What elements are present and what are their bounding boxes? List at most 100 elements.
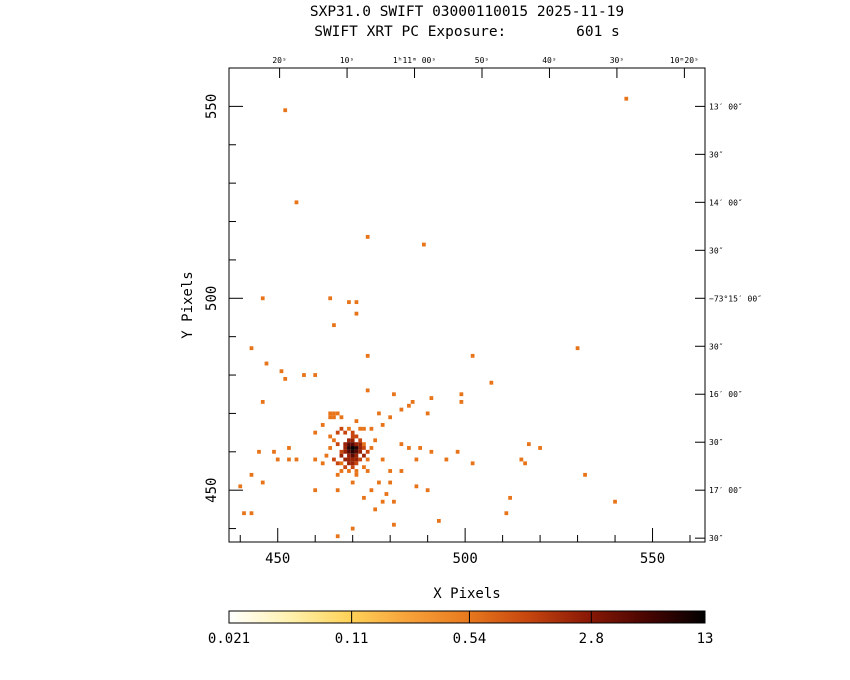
count-pixel bbox=[384, 492, 389, 496]
dec-tick-label: 14′ 00″ bbox=[709, 198, 743, 207]
count-pixel bbox=[350, 446, 355, 450]
count-pixel bbox=[335, 534, 340, 539]
count-pixel bbox=[538, 446, 542, 450]
count-pixel bbox=[260, 296, 265, 301]
count-pixel bbox=[399, 442, 404, 447]
y-tick-label: 450 bbox=[204, 478, 220, 503]
count-pixel bbox=[343, 442, 348, 447]
count-pixel bbox=[583, 472, 587, 477]
figure-title-line1: SXP31.0 SWIFT 03000110015 2025-11-19 bbox=[310, 4, 624, 20]
count-pixel bbox=[388, 415, 393, 420]
count-pixel bbox=[358, 438, 363, 443]
count-pixel bbox=[365, 388, 370, 393]
count-pixel bbox=[275, 457, 280, 462]
count-pixel bbox=[358, 449, 363, 454]
ra-tick-label: 10ᵐ20ˢ bbox=[670, 56, 699, 65]
count-pixel bbox=[470, 353, 475, 358]
colorbar-label: 0.021 bbox=[208, 631, 250, 647]
count-pixel bbox=[354, 449, 359, 454]
count-pixel bbox=[414, 457, 419, 462]
count-pixel bbox=[354, 469, 359, 473]
count-pixel bbox=[283, 108, 288, 113]
count-pixel bbox=[354, 446, 359, 450]
count-pixel bbox=[369, 446, 374, 450]
count-pixel bbox=[249, 346, 254, 351]
count-pixel bbox=[242, 511, 246, 516]
count-pixel bbox=[362, 495, 366, 500]
count-pixel bbox=[365, 449, 370, 454]
colorbar bbox=[228, 610, 706, 624]
count-pixel bbox=[328, 415, 333, 420]
count-pixel bbox=[373, 438, 378, 443]
count-pixel bbox=[358, 446, 363, 450]
ra-tick-label: 30ˢ bbox=[610, 56, 624, 65]
count-pixel bbox=[272, 449, 276, 454]
count-pixel bbox=[407, 403, 411, 408]
ra-tick-label: 50ˢ bbox=[475, 56, 489, 65]
ra-tick-label: 40ˢ bbox=[542, 56, 556, 65]
count-pixel bbox=[339, 469, 344, 473]
count-pixel bbox=[335, 411, 340, 416]
count-pixel bbox=[328, 446, 333, 450]
count-pixel bbox=[399, 407, 404, 412]
colorbar-ticks: 0.021 0.11 0.54 2.8 13 bbox=[208, 611, 714, 647]
count-pixel bbox=[320, 461, 325, 466]
count-pixel bbox=[489, 380, 494, 385]
count-pixel bbox=[328, 434, 333, 439]
count-pixel bbox=[418, 446, 423, 450]
count-pixel bbox=[343, 449, 348, 454]
count-pixel bbox=[407, 446, 411, 450]
count-pixel bbox=[425, 488, 430, 493]
count-pixel bbox=[380, 457, 385, 462]
count-pixel bbox=[377, 411, 381, 416]
ra-tick-label: 10ˢ bbox=[340, 56, 354, 65]
count-pixel bbox=[335, 488, 340, 493]
count-pixel bbox=[365, 234, 370, 239]
count-pixel bbox=[347, 461, 351, 466]
colorbar-label: 13 bbox=[697, 631, 714, 647]
count-pixel bbox=[347, 469, 351, 473]
axes: 450 500 550 450 500 550 20ˢ 10ˢ 1ʰ11ᵐ 00ˢ 50ˢ 40ˢ 3… bbox=[204, 56, 762, 567]
x-tick-label: 550 bbox=[640, 551, 665, 567]
count-pixel bbox=[287, 457, 291, 462]
count-pixel bbox=[392, 392, 396, 397]
dec-tick-label: −73°15′ 00″ bbox=[709, 294, 762, 303]
count-pixel bbox=[350, 453, 355, 458]
count-pixel bbox=[459, 399, 464, 404]
count-pixel bbox=[575, 346, 580, 351]
count-pixel bbox=[343, 430, 348, 435]
count-pixel bbox=[260, 480, 265, 485]
dec-tick-label: 30″ bbox=[709, 438, 723, 447]
count-pixel bbox=[347, 457, 351, 462]
y-tick-label: 550 bbox=[204, 94, 220, 119]
y-tick-label: 500 bbox=[204, 286, 220, 311]
count-pixel bbox=[365, 457, 370, 462]
count-pixel bbox=[332, 415, 336, 420]
count-pixel bbox=[354, 419, 359, 424]
count-pixel bbox=[358, 442, 363, 447]
count-pixel bbox=[328, 411, 333, 416]
count-pixel bbox=[347, 442, 351, 447]
count-pixel bbox=[343, 465, 348, 470]
count-pixel bbox=[414, 484, 419, 489]
colorbar-label: 0.54 bbox=[453, 631, 487, 647]
count-pixel bbox=[332, 457, 336, 462]
count-pixel bbox=[332, 438, 336, 443]
count-pixel bbox=[362, 442, 366, 447]
count-pixel bbox=[350, 442, 355, 447]
count-pixel bbox=[264, 361, 269, 366]
count-pixel bbox=[365, 469, 370, 473]
count-pixel bbox=[339, 426, 344, 431]
count-pixel bbox=[249, 472, 254, 477]
count-pixel bbox=[388, 469, 393, 473]
count-pixel bbox=[455, 449, 460, 454]
count-pixel bbox=[362, 453, 366, 458]
count-pixel bbox=[283, 376, 288, 381]
y-axis-label: Y Pixels bbox=[180, 271, 196, 338]
count-pixel bbox=[350, 480, 355, 485]
count-pixel bbox=[335, 461, 340, 466]
count-pixel bbox=[313, 430, 318, 435]
count-pixel bbox=[294, 200, 299, 205]
count-pixel bbox=[429, 396, 434, 400]
